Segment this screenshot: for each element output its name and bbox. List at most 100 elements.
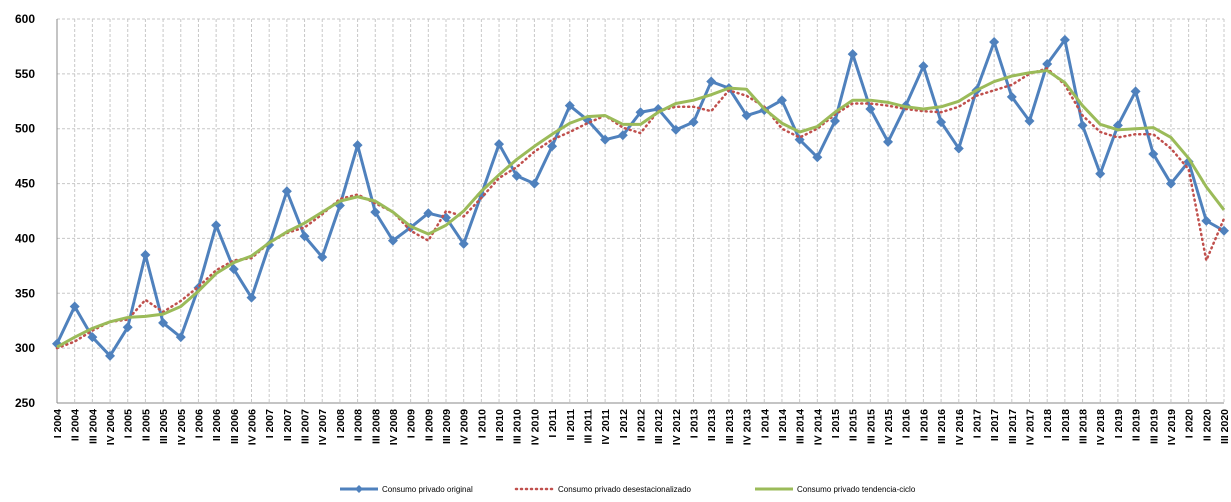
marker [953,143,964,154]
marker [105,350,116,361]
marker [1006,91,1017,102]
x-tick-label: II 2018 [1060,409,1072,441]
marker [936,117,947,128]
marker [175,332,186,343]
marker [617,130,628,141]
x-tick-label: III 2017 [1007,409,1019,444]
x-tick-label: II 2016 [918,409,930,441]
y-tick-label: 250 [15,396,35,410]
marker [776,95,787,106]
marker [246,292,257,303]
x-tick-label: I 2015 [830,409,842,438]
legend-label: Consumo privado desestacionalizado [558,485,692,494]
marker [122,322,133,333]
x-tick-label: III 2007 [300,409,312,444]
marker [1042,58,1053,69]
marker [741,110,752,121]
marker [317,252,328,263]
marker [830,116,840,127]
x-tick-label: IV 2009 [459,409,471,445]
x-tick-label: IV 2014 [812,409,824,445]
x-tick-label: IV 2015 [883,409,895,445]
x-tick-label: III 2013 [724,409,736,444]
x-tick-label: III 2011 [582,409,594,444]
x-tick-label: IV 2013 [742,409,754,445]
marker [547,141,558,152]
x-tick-label: III 2016 [936,409,948,444]
marker [1059,34,1070,45]
marker [812,152,823,163]
marker [1130,86,1141,97]
x-tick-label: III 2012 [653,409,665,444]
x-tick-label: I 2016 [901,409,913,438]
marker [564,100,575,111]
x-tick-label: II 2014 [777,409,789,441]
x-tick-label: IV 2011 [600,409,612,445]
x-tick-label: I 2013 [689,409,701,438]
legend-marker [355,485,363,493]
y-tick-label: 550 [15,67,35,81]
marker [670,124,681,135]
x-tick-label: I 2011 [547,409,559,438]
x-tick-label: IV 2008 [388,409,400,445]
marker [600,134,611,145]
marker [688,117,699,128]
marker [87,332,98,343]
x-tick-label: III 2005 [158,409,170,444]
x-tick-label: IV 2007 [317,409,329,445]
x-tick-label: IV 2010 [529,409,541,445]
marker [883,136,894,147]
marker [1024,116,1035,127]
y-tick-label: 350 [15,286,35,300]
x-tick-label: IV 2012 [671,409,683,445]
legend-label: Consumo privado original [382,485,473,494]
x-tick-label: I 2014 [759,409,771,438]
x-tick-label: III 2019 [1148,409,1160,444]
x-tick-label: II 2012 [636,409,648,441]
marker [352,140,363,151]
marker [1095,168,1106,179]
x-tick-label: III 2018 [1078,409,1090,444]
x-tick-label: I 2007 [264,409,276,438]
x-tick-label: I 2019 [1113,409,1125,438]
x-tick-label: I 2017 [971,409,983,438]
marker [423,208,434,219]
marker [635,107,646,118]
x-tick-label: IV 2019 [1166,409,1178,445]
marker [370,207,381,218]
x-tick-label: I 2006 [193,409,205,438]
x-tick-label: II 2019 [1131,409,1143,441]
marker [458,238,469,249]
series-line [55,38,1225,358]
x-tick-label: II 2013 [706,409,718,441]
marker [387,235,398,246]
marker [865,103,876,114]
x-tick-label: III 2006 [229,409,241,444]
x-tick-label: III 2015 [865,409,877,444]
x-tick-label: II 2006 [211,409,223,441]
marker [69,301,80,312]
x-tick-label: I 2010 [476,409,488,438]
marker [140,249,151,260]
x-tick-label: II 2009 [423,409,435,441]
marker [158,317,169,328]
x-tick-label: II 2015 [848,409,860,441]
x-tick-label: II 2005 [140,409,152,441]
x-tick-label: I 2018 [1042,409,1054,438]
x-tick-label: IV 2006 [247,409,259,445]
x-tick-label: II 2017 [989,409,1001,441]
marker [1219,225,1229,236]
marker [1165,178,1176,189]
marker [299,231,310,242]
x-tick-label: IV 2017 [1025,409,1037,445]
x-tick-label: II 2011 [565,409,577,441]
marker [494,139,505,150]
legend-label: Consumo privado tendencia-ciclo [797,485,916,494]
y-tick-label: 500 [15,122,35,136]
x-tick-label: III 2004 [87,409,99,444]
x-tick-label: I 2005 [123,409,135,438]
marker [228,264,239,275]
x-tick-label: I 2012 [618,409,630,438]
x-tick-label: III 2014 [795,409,807,444]
